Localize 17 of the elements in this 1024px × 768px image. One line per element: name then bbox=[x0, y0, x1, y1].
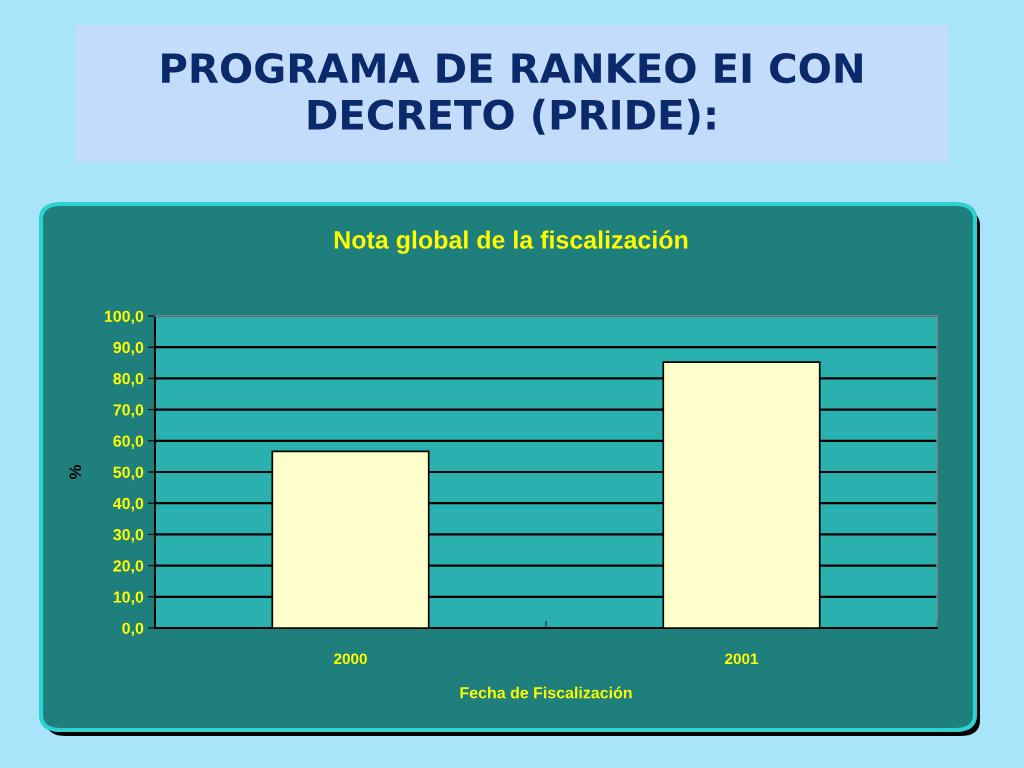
y-tick-label: 0,0 bbox=[122, 622, 144, 637]
x-axis-title: Fecha de Fiscalización bbox=[460, 686, 632, 699]
x-tick-label: 2001 bbox=[725, 653, 759, 665]
chart-subtitle: Nota global de la fiscalización bbox=[334, 230, 688, 254]
y-tick-label: 100,0 bbox=[104, 310, 144, 325]
y-tick-label: 60,0 bbox=[113, 435, 144, 450]
y-tick-label: 30,0 bbox=[113, 529, 144, 543]
y-tick-label: 70,0 bbox=[113, 404, 144, 418]
y-tick-label: 90,0 bbox=[113, 341, 144, 356]
y-tick-label: 40,0 bbox=[113, 497, 144, 512]
y-tick-label: 20,0 bbox=[113, 560, 144, 574]
y-tick-label: 80,0 bbox=[113, 373, 144, 387]
y-tick-label: 10,0 bbox=[113, 591, 144, 606]
y-tick-label: 50,0 bbox=[113, 466, 144, 481]
chart-title: PROGRAMA DE RANKEO EI CON DECRETO (PRIDE): bbox=[162, 52, 862, 135]
y-axis-title: % bbox=[69, 465, 82, 479]
x-tick-label: 2000 bbox=[334, 653, 367, 665]
